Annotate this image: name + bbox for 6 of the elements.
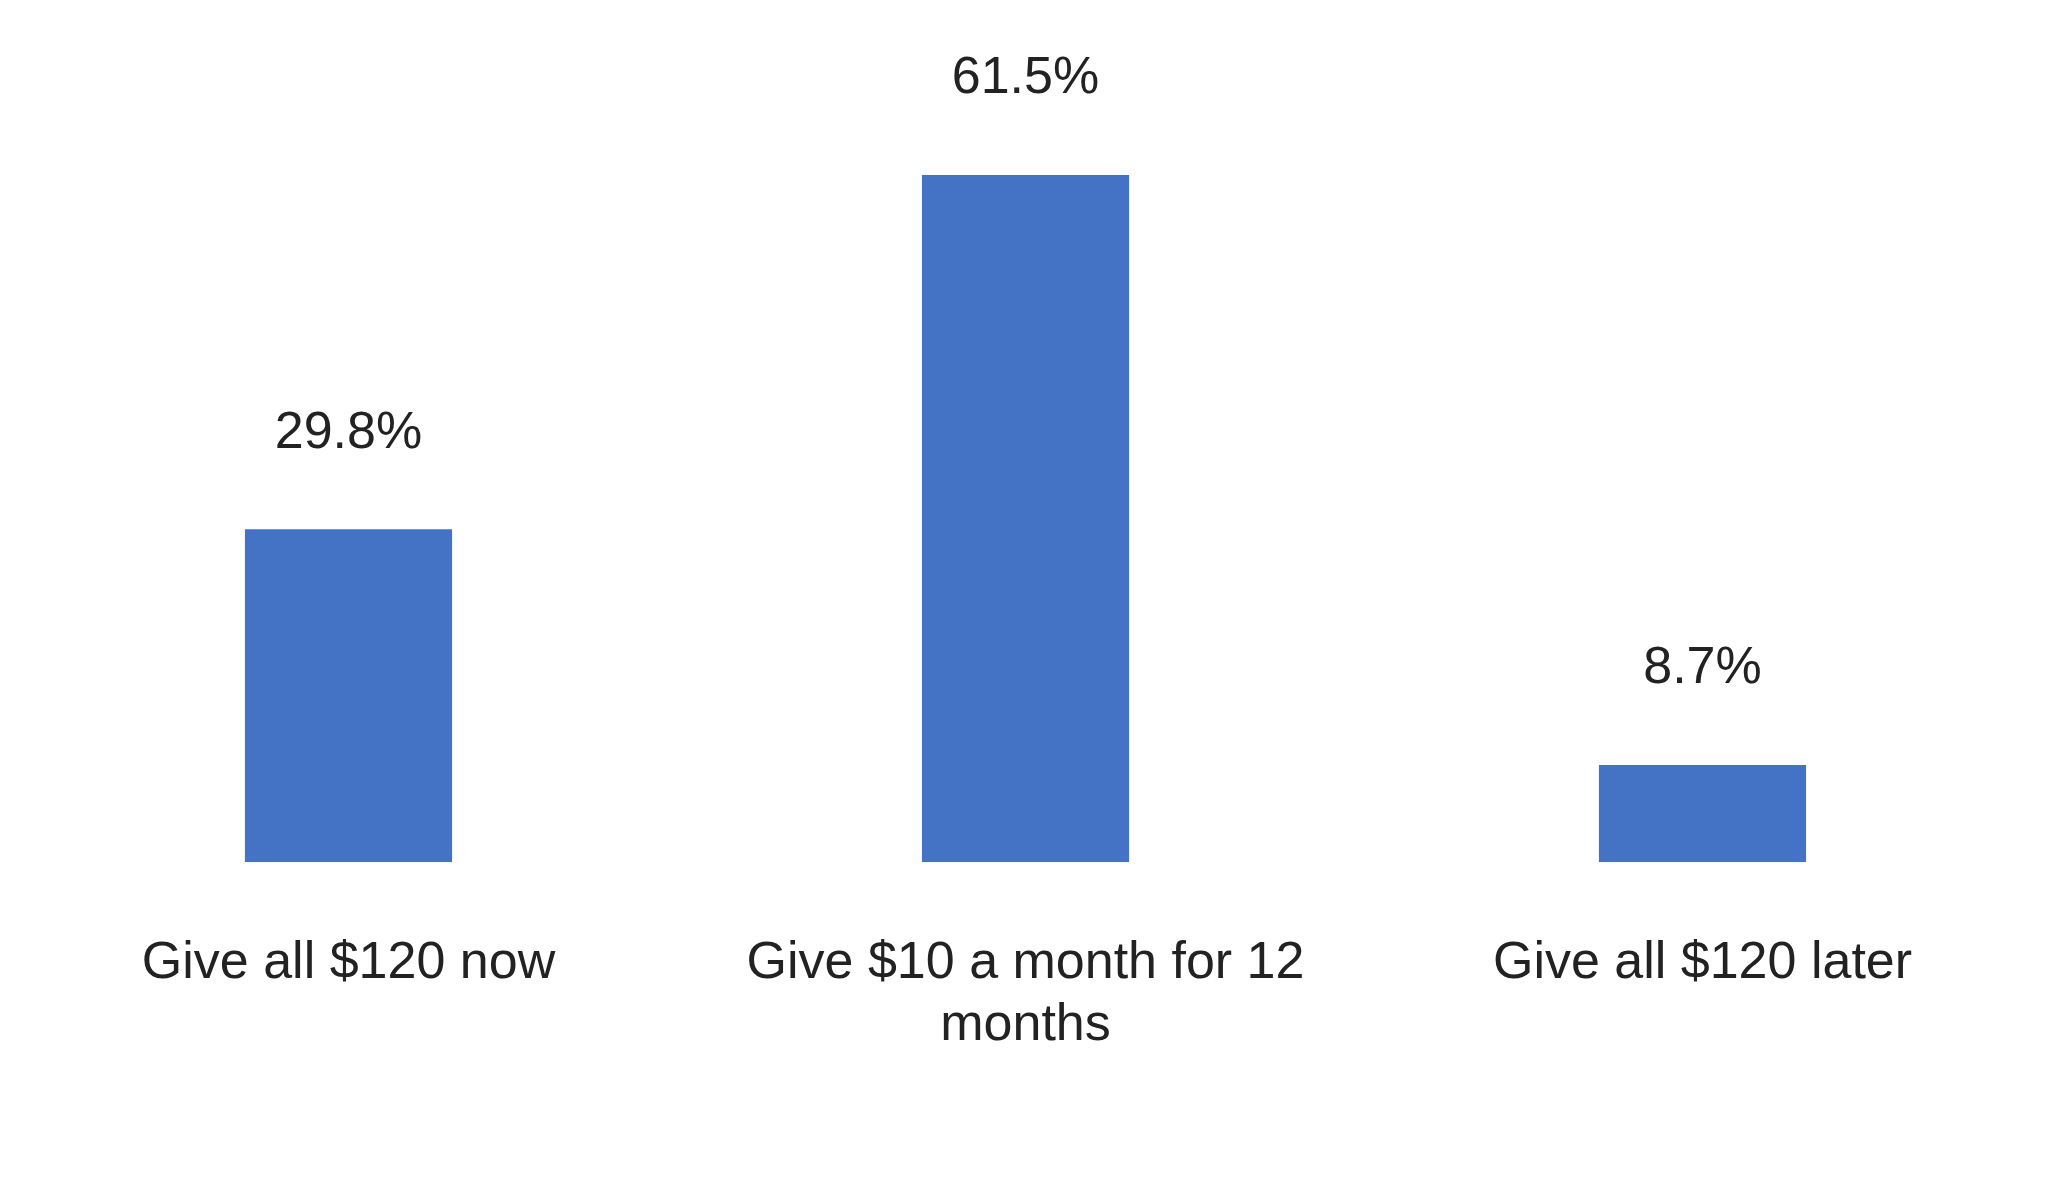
data-label: 8.7% <box>1643 636 1762 695</box>
x-tick-label: Give all $120 later <box>1492 930 1913 989</box>
x-tick-label: Give $10 a month for 12 months <box>746 930 1305 1052</box>
data-label: 61.5% <box>951 46 1100 105</box>
data-label: 29.8% <box>274 400 423 459</box>
x-tick-label: Give all $120 now <box>141 930 556 989</box>
